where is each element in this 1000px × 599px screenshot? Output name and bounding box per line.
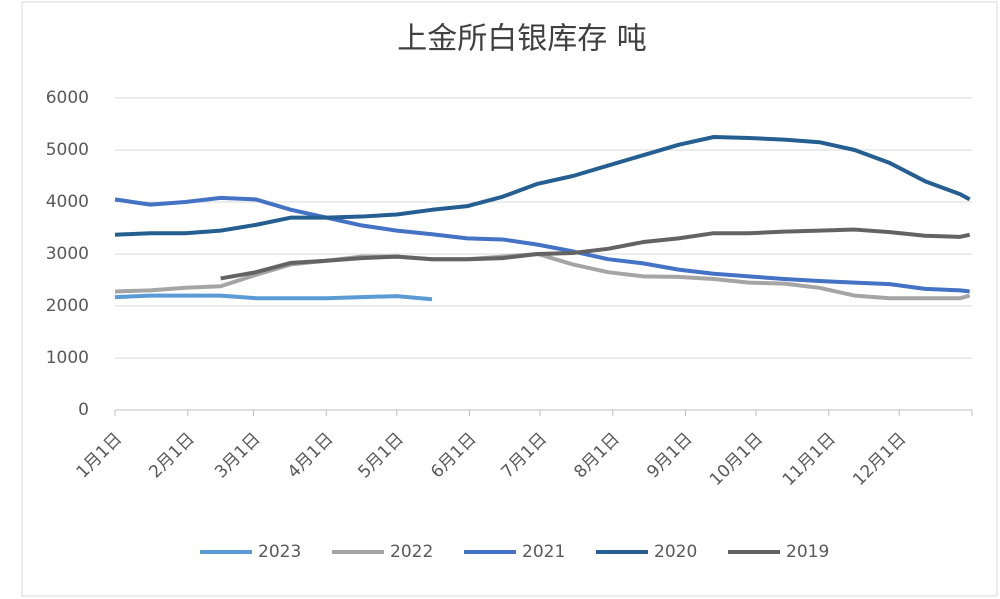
legend-label: 2023 <box>258 542 301 562</box>
series-line <box>114 135 971 237</box>
series-line <box>114 293 433 302</box>
y-tick-label: 6000 <box>46 88 89 108</box>
chart-frame <box>21 1 998 597</box>
y-tick-label: 1000 <box>46 348 89 368</box>
y-tick-label: 2000 <box>46 296 89 316</box>
legend-label: 2021 <box>522 542 565 562</box>
legend-label: 2020 <box>654 542 697 562</box>
y-tick-label: 5000 <box>46 140 89 160</box>
chart-title: 上金所白银库存 吨 <box>397 22 647 57</box>
legend-label: 2022 <box>390 542 433 562</box>
y-tick-label: 3000 <box>46 244 89 264</box>
y-tick-label: 0 <box>78 400 89 420</box>
series-line <box>220 227 971 281</box>
legend-label: 2019 <box>786 542 829 562</box>
y-tick-label: 4000 <box>46 192 89 212</box>
series-line <box>114 252 971 301</box>
series-line <box>114 195 970 294</box>
